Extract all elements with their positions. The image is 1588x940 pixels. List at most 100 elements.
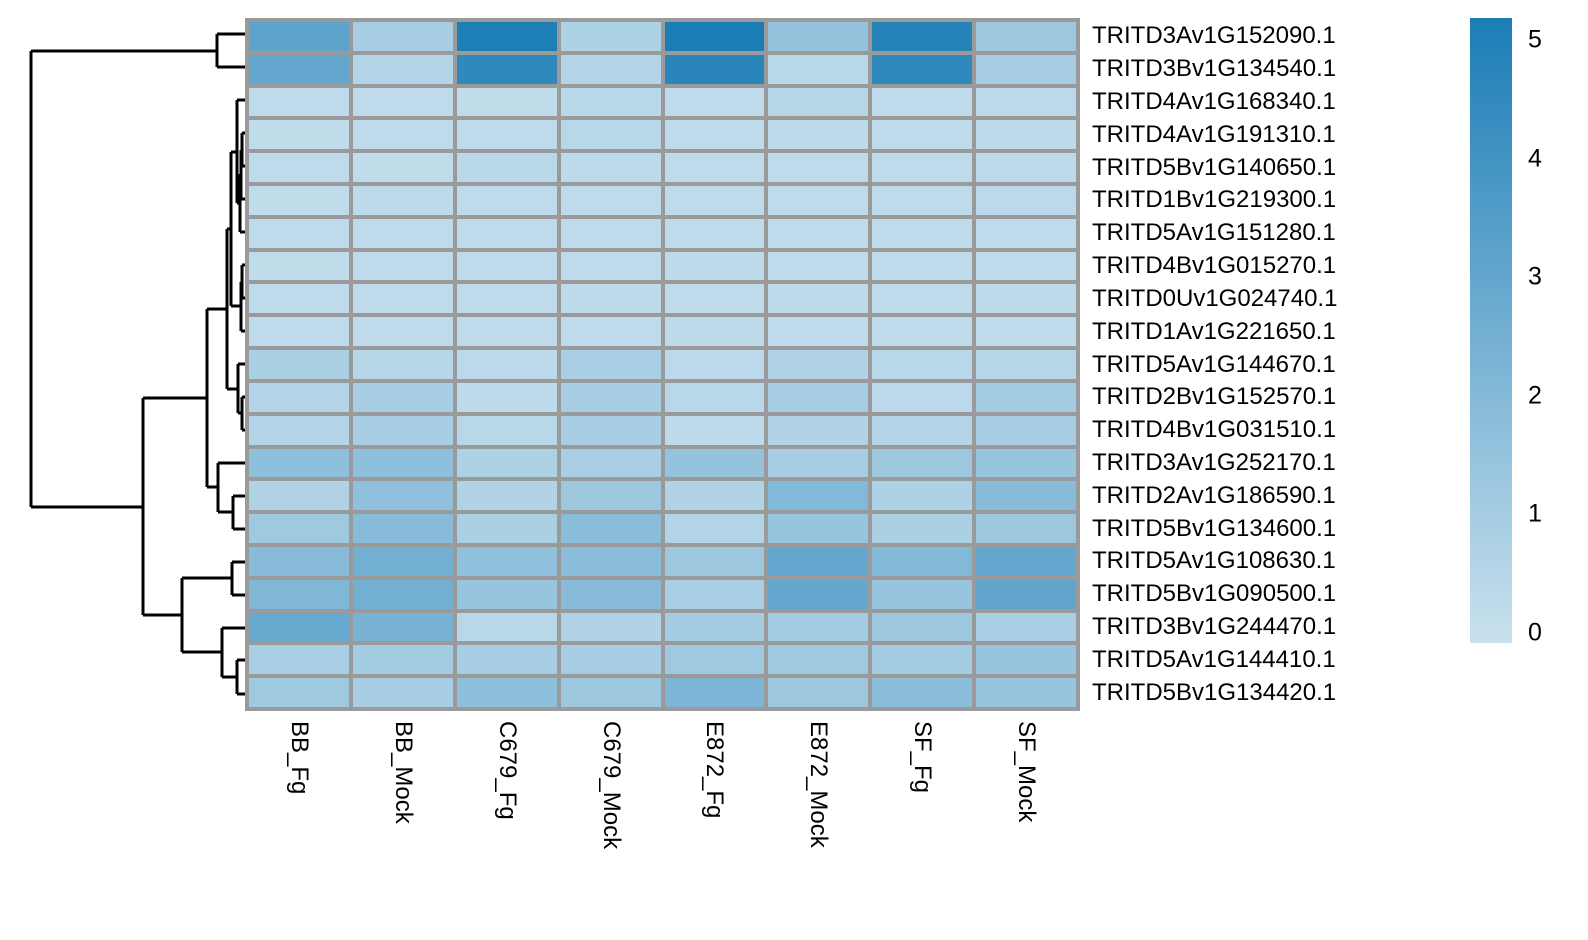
heatmap-cell [249, 153, 349, 183]
heatmap-cell [664, 120, 765, 150]
heatmap-cell [664, 153, 765, 183]
heatmap-cell [456, 382, 557, 412]
heatmap-cell [249, 120, 349, 150]
heatmap-cell [976, 382, 1076, 412]
heatmap-cell [976, 678, 1076, 707]
heatmap-grid [245, 18, 1080, 711]
row-label: TRITD5Av1G144410.1 [1092, 645, 1336, 673]
heatmap-cell [768, 481, 869, 511]
heatmap-cell [976, 415, 1076, 445]
heatmap-cell [560, 678, 661, 707]
legend-tick-label: 4 [1528, 144, 1542, 173]
heatmap-cell [872, 448, 973, 478]
heatmap-cell [456, 612, 557, 642]
heatmap-cell [249, 514, 349, 543]
heatmap-cell [872, 22, 973, 51]
column-label: E872_Fg [701, 721, 729, 819]
heatmap-cell [352, 87, 453, 117]
row-label: TRITD4Bv1G031510.1 [1092, 416, 1337, 444]
row-label: TRITD5Av1G144670.1 [1092, 350, 1336, 378]
heatmap-cell [872, 153, 973, 183]
heatmap-cell [976, 251, 1076, 281]
heatmap-cell [664, 317, 765, 347]
heatmap-cell [456, 251, 557, 281]
heatmap-cell [768, 579, 869, 609]
heatmap-cell [352, 22, 453, 51]
heatmap-cell [560, 218, 661, 248]
heatmap-cell [352, 481, 453, 511]
heatmap-cell [456, 317, 557, 347]
legend-tick-label: 3 [1528, 262, 1542, 291]
heatmap-cell [664, 546, 765, 576]
heatmap-cell [352, 612, 453, 642]
heatmap-cell [352, 415, 453, 445]
heatmap-cell [560, 54, 661, 84]
heatmap-cell [456, 120, 557, 150]
heatmap-cell [249, 382, 349, 412]
heatmap-cell [872, 612, 973, 642]
row-label: TRITD5Bv1G134600.1 [1092, 514, 1337, 542]
row-label: TRITD5Av1G151280.1 [1092, 219, 1336, 247]
column-label: E872_Mock [805, 721, 833, 848]
heatmap-cell [872, 87, 973, 117]
heatmap-cell [249, 579, 349, 609]
heatmap-cell [976, 645, 1076, 675]
heatmap-cell [352, 579, 453, 609]
legend-tick-label: 2 [1528, 381, 1542, 410]
heatmap-cell [664, 579, 765, 609]
heatmap-cell [560, 317, 661, 347]
heatmap-cell [664, 612, 765, 642]
heatmap-cell [456, 284, 557, 314]
heatmap-cell [664, 218, 765, 248]
heatmap-cell [456, 87, 557, 117]
heatmap-cell [976, 317, 1076, 347]
heatmap-cell [976, 284, 1076, 314]
heatmap-cell [664, 481, 765, 511]
heatmap-cell [872, 251, 973, 281]
heatmap-cell [872, 645, 973, 675]
heatmap-cell [560, 87, 661, 117]
row-label: TRITD1Av1G221650.1 [1092, 317, 1336, 345]
heatmap-cell [456, 678, 557, 707]
heatmap-cell [456, 350, 557, 379]
heatmap-cell [249, 218, 349, 248]
row-label: TRITD2Bv1G152570.1 [1092, 383, 1337, 411]
heatmap-cell [249, 87, 349, 117]
heatmap-cell [249, 22, 349, 51]
heatmap-cell [976, 186, 1076, 215]
row-label: TRITD1Bv1G219300.1 [1092, 186, 1337, 214]
heatmap-cell [352, 186, 453, 215]
heatmap-cell [768, 612, 869, 642]
row-label: TRITD5Bv1G090500.1 [1092, 580, 1337, 608]
heatmap-cell [352, 317, 453, 347]
heatmap-cell [456, 448, 557, 478]
heatmap-cell [976, 218, 1076, 248]
column-label: BB_Fg [285, 721, 313, 795]
heatmap-cell [664, 251, 765, 281]
heatmap-cell [249, 251, 349, 281]
heatmap-cell [456, 546, 557, 576]
heatmap-cell [872, 579, 973, 609]
heatmap-cell [768, 284, 869, 314]
heatmap-cell [560, 546, 661, 576]
heatmap-cell [768, 678, 869, 707]
heatmap-cell [976, 54, 1076, 84]
heatmap-cell [768, 415, 869, 445]
heatmap-cell [768, 382, 869, 412]
heatmap-cell [872, 218, 973, 248]
legend-tick-label: 0 [1528, 618, 1542, 647]
heatmap-cell [872, 382, 973, 412]
heatmap-cell [249, 481, 349, 511]
heatmap-cell [249, 317, 349, 347]
heatmap-cell [352, 284, 453, 314]
heatmap-cell [560, 186, 661, 215]
heatmap-cell [872, 546, 973, 576]
heatmap-cell [352, 678, 453, 707]
row-label: TRITD3Bv1G244470.1 [1092, 612, 1337, 640]
heatmap-cell [872, 186, 973, 215]
heatmap-cell [560, 481, 661, 511]
heatmap-cell [872, 678, 973, 707]
heatmap-cell [976, 87, 1076, 117]
